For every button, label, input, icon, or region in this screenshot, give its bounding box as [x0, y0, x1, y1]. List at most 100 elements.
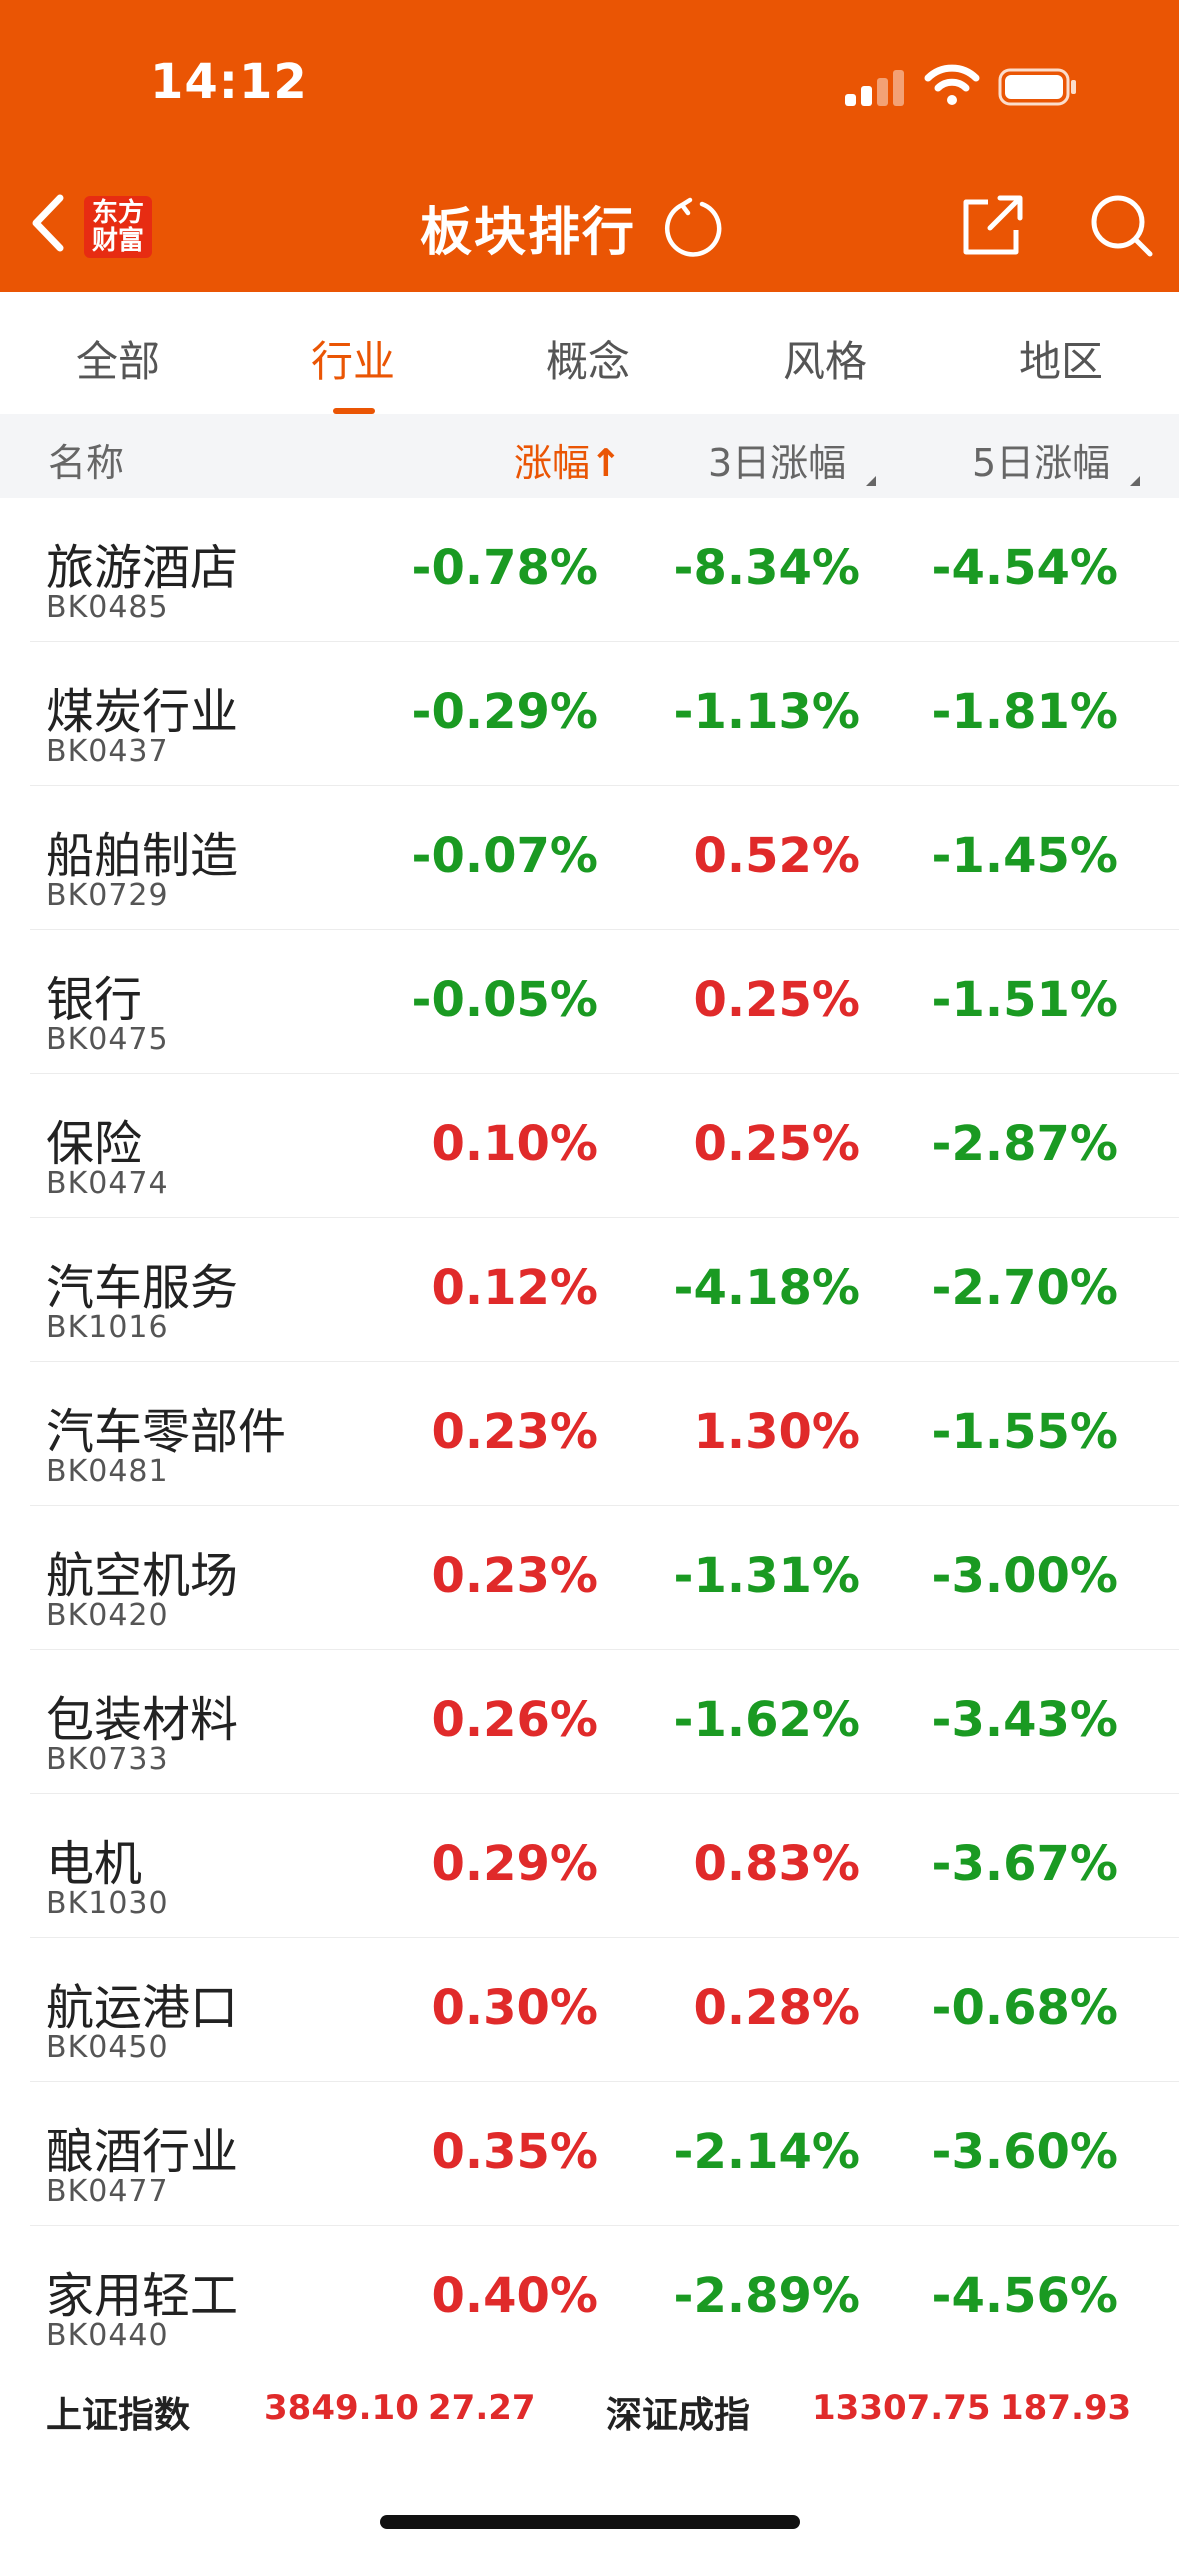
change-value: 0.26% — [431, 1692, 598, 1748]
change-3day-value: -2.89% — [673, 2268, 860, 2324]
sh-index-label: 上证指数 — [46, 2395, 191, 2436]
change-5day-value: -3.60% — [931, 2124, 1118, 2180]
sector-code: BK0420 — [46, 1598, 169, 1633]
change-3day-value: 0.25% — [693, 1116, 860, 1172]
table-row[interactable]: 家用轻工 BK0440 0.40% -2.89% -4.56% — [30, 2226, 1179, 2370]
sort-corner-icon — [1130, 476, 1140, 486]
back-chevron-icon[interactable] — [24, 188, 74, 258]
table-row[interactable]: 电机 BK1030 0.29% 0.83% -3.67% — [30, 1794, 1179, 1938]
table-row[interactable]: 旅游酒店 BK0485 -0.78% -8.34% -4.54% — [30, 498, 1179, 642]
change-value: 0.10% — [431, 1116, 598, 1172]
status-time: 14:12 — [150, 54, 308, 110]
page-title: 板块排行 — [420, 203, 637, 263]
change-5day-value: -1.81% — [931, 684, 1118, 740]
sector-code: BK0729 — [46, 878, 169, 913]
sector-code: BK0437 — [46, 734, 169, 769]
table-row[interactable]: 保险 BK0474 0.10% 0.25% -2.87% — [30, 1074, 1179, 1218]
sector-name: 包装材料 — [46, 1692, 239, 1748]
change-5day-value: -1.51% — [931, 972, 1118, 1028]
tab-all[interactable]: 全部 — [75, 337, 160, 386]
change-5day-value: -3.67% — [931, 1836, 1118, 1892]
category-tabs: 全部 行业 概念 风格 地区 — [0, 292, 1179, 410]
cellular-signal-icon — [845, 70, 907, 106]
table-row[interactable]: 包装材料 BK0733 0.26% -1.62% -3.43% — [30, 1650, 1179, 1794]
tab-industry[interactable]: 行业 — [310, 337, 395, 386]
change-3day-value: 1.30% — [693, 1404, 860, 1460]
change-5day-value: -4.56% — [931, 2268, 1118, 2324]
change-3day-value: 0.25% — [693, 972, 860, 1028]
sort-up-arrow-icon: ↑ — [590, 441, 622, 485]
sector-code: BK0440 — [46, 2318, 169, 2353]
change-3day-value: -1.62% — [673, 1692, 860, 1748]
change-3day-value: -1.13% — [673, 684, 860, 740]
sector-name: 家用轻工 — [46, 2268, 239, 2324]
change-3day-value: 0.52% — [693, 828, 860, 884]
sh-index-change: 27.27 — [428, 2388, 536, 2428]
sector-code: BK0474 — [46, 1166, 169, 1201]
sz-index-value: 13307.75 — [812, 2388, 991, 2428]
change-3day-value: -1.31% — [673, 1548, 860, 1604]
column-5day-header[interactable]: 5日涨幅 — [972, 441, 1111, 485]
sector-name: 酿酒行业 — [46, 2124, 239, 2180]
search-icon[interactable] — [1088, 192, 1154, 260]
table-row[interactable]: 汽车服务 BK1016 0.12% -4.18% -2.70% — [30, 1218, 1179, 1362]
table-row[interactable]: 航运港口 BK0450 0.30% 0.28% -0.68% — [30, 1938, 1179, 2082]
share-icon[interactable] — [958, 192, 1026, 260]
sector-code: BK0733 — [46, 1742, 169, 1777]
index-ticker-bar[interactable]: 上证指数 3849.10 27.27 深证成指 13307.75 187.93 — [0, 2366, 1179, 2446]
change-value: -0.07% — [411, 828, 598, 884]
logo-text-line1: 东方 — [91, 198, 144, 228]
table-row[interactable]: 酿酒行业 BK0477 0.35% -2.14% -3.60% — [30, 2082, 1179, 2226]
table-row[interactable]: 煤炭行业 BK0437 -0.29% -1.13% -1.81% — [30, 642, 1179, 786]
sector-code: BK0475 — [46, 1022, 169, 1057]
column-3day-header[interactable]: 3日涨幅 — [708, 441, 847, 485]
change-value: 0.12% — [431, 1260, 598, 1316]
sector-name: 煤炭行业 — [46, 684, 239, 740]
table-row[interactable]: 银行 BK0475 -0.05% 0.25% -1.51% — [30, 930, 1179, 1074]
tab-style[interactable]: 风格 — [782, 337, 867, 386]
sh-index-value: 3849.10 — [264, 2388, 419, 2428]
sector-name: 航空机场 — [46, 1548, 239, 1604]
column-change-header[interactable]: 涨幅↑ — [514, 432, 622, 487]
table-row[interactable]: 汽车零部件 BK0481 0.23% 1.30% -1.55% — [30, 1362, 1179, 1506]
sector-code: BK1030 — [46, 1886, 169, 1921]
eastmoney-logo: 东方 财富 — [84, 196, 152, 258]
change-value: 0.29% — [431, 1836, 598, 1892]
change-3day-value: -8.34% — [673, 540, 860, 596]
sz-index-label: 深证成指 — [606, 2395, 751, 2436]
column-name-header: 名称 — [48, 441, 125, 485]
tab-concept[interactable]: 概念 — [545, 337, 630, 386]
home-indicator[interactable] — [380, 2515, 800, 2529]
change-5day-value: -4.54% — [931, 540, 1118, 596]
change-5day-value: -2.87% — [931, 1116, 1118, 1172]
sector-code: BK0450 — [46, 2030, 169, 2065]
table-row[interactable]: 航空机场 BK0420 0.23% -1.31% -3.00% — [30, 1506, 1179, 1650]
sector-name: 银行 — [46, 972, 143, 1028]
logo-text-line2: 财富 — [91, 226, 144, 256]
change-3day-value: 0.28% — [693, 1980, 860, 2036]
change-value: 0.23% — [431, 1548, 598, 1604]
sector-code: BK1016 — [46, 1310, 169, 1345]
change-value: 0.23% — [431, 1404, 598, 1460]
active-tab-indicator — [333, 408, 375, 414]
change-5day-value: -1.45% — [931, 828, 1118, 884]
sort-corner-icon — [866, 476, 876, 486]
change-5day-value: -1.55% — [931, 1404, 1118, 1460]
change-3day-value: -4.18% — [673, 1260, 860, 1316]
sector-name: 保险 — [46, 1116, 143, 1172]
sector-code: BK0477 — [46, 2174, 169, 2209]
change-5day-value: -3.00% — [931, 1548, 1118, 1604]
refresh-icon[interactable] — [662, 196, 726, 260]
change-5day-value: -3.43% — [931, 1692, 1118, 1748]
sector-name: 船舶制造 — [46, 828, 239, 884]
battery-icon — [998, 68, 1076, 106]
tab-region[interactable]: 地区 — [1018, 337, 1103, 386]
change-value: -0.05% — [411, 972, 598, 1028]
wifi-icon — [924, 64, 980, 105]
sector-code: BK0485 — [46, 590, 169, 625]
sz-index-change: 187.93 — [1000, 2388, 1132, 2428]
table-row[interactable]: 船舶制造 BK0729 -0.07% 0.52% -1.45% — [30, 786, 1179, 930]
change-3day-value: 0.83% — [693, 1836, 860, 1892]
change-value: 0.30% — [431, 1980, 598, 2036]
change-value: -0.29% — [411, 684, 598, 740]
